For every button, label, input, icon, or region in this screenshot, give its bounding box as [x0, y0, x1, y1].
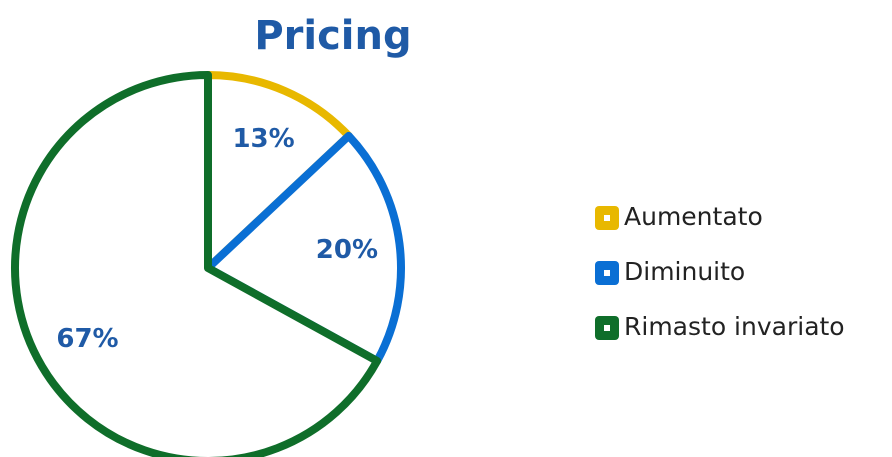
legend-label: Rimasto invariato — [624, 312, 845, 341]
legend-label: Diminuito — [624, 257, 745, 286]
data-label: 20% — [316, 235, 378, 265]
legend-swatch-dot — [604, 270, 610, 276]
pie-slice — [11, 71, 382, 457]
legend-swatch-dot — [604, 215, 610, 221]
legend-label: Aumentato — [624, 202, 763, 231]
legend-swatch-dot — [604, 325, 610, 331]
pie-slice — [204, 131, 405, 365]
chart-title: Pricing — [254, 13, 411, 59]
data-label: 67% — [56, 324, 118, 354]
pie-slice — [204, 71, 353, 272]
data-label: 13% — [232, 124, 294, 154]
